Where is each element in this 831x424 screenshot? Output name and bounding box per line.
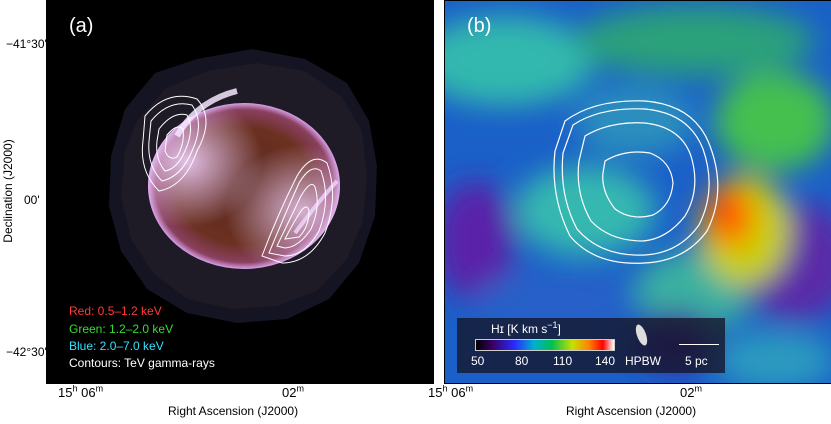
- panel-b-tag: (b): [467, 15, 492, 37]
- colorbar: [475, 339, 615, 351]
- x-tick-label: 02m: [680, 383, 702, 400]
- colorbar-box: Hɪ [K km s−1] 50 80 110 140 HPBW 5 pc: [457, 318, 725, 373]
- legend-contours: Contours: TeV gamma-rays: [69, 356, 215, 370]
- xray-contours: [553, 100, 719, 264]
- colorbar-tick: 110: [553, 354, 573, 368]
- x-axis-label: Right Ascension (J2000): [566, 404, 697, 418]
- x-tick-label: 15h 06m: [428, 383, 474, 400]
- xray-image: [109, 49, 377, 323]
- colorbar-tick: 80: [515, 354, 529, 368]
- y-axis-label: Declination (J2000): [1, 139, 15, 243]
- y-tick-label: −42°30': [6, 345, 47, 359]
- colorbar-tick: 50: [471, 354, 485, 368]
- hi-map-panel: (b) Hɪ [K km s−1] 50 80 110 140 HPBW 5 p…: [444, 0, 831, 384]
- colorbar-tick: 140: [595, 354, 616, 368]
- legend-red: Red: 0.5–1.2 keV: [69, 304, 162, 318]
- legend-blue: Blue: 2.0–7.0 keV: [69, 339, 164, 353]
- hpbw-ellipse-icon: [633, 323, 650, 347]
- scale-bar: [679, 344, 719, 345]
- hpbw-label: HPBW: [625, 354, 661, 368]
- legend-green: Green: 1.2–2.0 keV: [69, 322, 174, 336]
- colorbar-title: Hɪ [K km s−1]: [491, 320, 561, 337]
- xray-image-panel: (a) Red: 0.5–1.2 keV Green: 1.2–2.0 keV …: [46, 0, 434, 384]
- scale-label: 5 pc: [685, 354, 708, 368]
- x-tick-label: 15h 06m: [58, 383, 104, 400]
- x-axis-label: Right Ascension (J2000): [168, 404, 299, 418]
- y-tick-label: −41°30': [6, 37, 47, 51]
- x-tick-label: 02m: [282, 383, 304, 400]
- panel-a-tag: (a): [69, 15, 94, 37]
- tev-contours: [141, 95, 334, 264]
- y-tick-label: 00': [24, 193, 40, 207]
